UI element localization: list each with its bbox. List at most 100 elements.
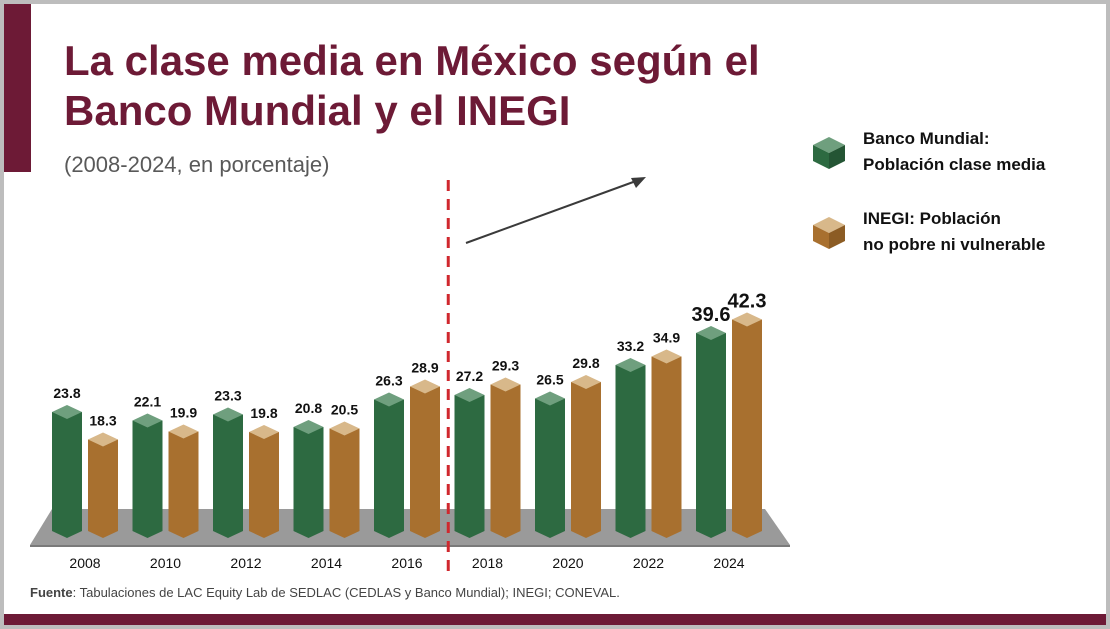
x-tick-label-2022: 2022 [633,555,664,571]
bar-inegi-2008 [88,439,118,531]
bar-cap-banco-mundial-2012 [213,407,243,422]
value-label-inegi-2016: 28.9 [411,360,438,376]
value-label-banco-mundial-2010: 22.1 [134,394,161,410]
bar-cap-inegi-2012 [249,425,279,439]
bar-base-inegi-2018 [490,531,521,538]
bar-base-inegi-2016 [410,531,440,538]
value-label-inegi-2020: 29.8 [572,355,599,371]
bar-inegi-2010 [168,431,199,531]
bar-banco-mundial-2014 [293,427,324,531]
value-label-banco-mundial-2018: 27.2 [456,368,483,384]
bar-cap-banco-mundial-2018 [454,388,485,402]
legend-label-inegi: INEGI: Población no pobre ni vulnerable [863,209,1046,254]
value-label-banco-mundial-2014: 20.8 [295,400,322,416]
bar-banco-mundial-2008 [52,412,82,531]
x-tick-label-2024: 2024 [713,555,744,571]
accent-bar-bottom [4,614,1106,625]
chart-title: La clase media en México según el Banco … [64,37,760,134]
source-note: Fuente: Tabulaciones de LAC Equity Lab d… [30,585,620,600]
bar-cap-banco-mundial-2016 [374,392,404,407]
chart-floor-edge [30,545,790,547]
bar-banco-mundial-2016 [374,399,404,531]
bar-base-banco-mundial-2008 [52,531,82,538]
bar-cap-inegi-2018 [490,377,521,392]
bar-inegi-2014 [329,428,360,531]
bar-base-inegi-2014 [329,531,360,538]
bar-base-inegi-2020 [571,531,601,538]
bar-base-banco-mundial-2014 [293,531,324,538]
source-label: Fuente [30,585,73,600]
bar-inegi-2018 [490,384,521,531]
legend-item-inegi: INEGI: Población no pobre ni vulnerable [812,206,1102,286]
bar-inegi-2016 [410,386,440,531]
bar-banco-mundial-2020 [535,398,565,531]
bar-base-inegi-2010 [168,531,199,538]
chart-subtitle: (2008-2024, en porcentaje) [64,152,330,177]
bar-cap-inegi-2022 [651,349,682,364]
x-tick-label-2020: 2020 [552,555,583,571]
bar-banco-mundial-2010 [132,420,163,531]
bar-base-banco-mundial-2022 [615,531,646,538]
bar-base-inegi-2012 [249,531,279,538]
bar-base-banco-mundial-2010 [132,531,163,538]
source-text: : Tabulaciones de LAC Equity Lab de SEDL… [72,585,620,600]
legend-label-banco-mundial: Banco Mundial: Población clase media [863,129,1046,174]
value-label-banco-mundial-2024: 39.6 [692,304,731,326]
trend-arrow-line [465,180,637,244]
bar-inegi-2012 [249,432,279,531]
bar-inegi-2024 [732,319,762,531]
x-tick-label-2018: 2018 [472,555,503,571]
value-label-inegi-2014: 20.5 [331,402,358,418]
bars-group: 23.8 18.3 2008 22.1 19.9 2010 23.3 19.8 2012 20.8… [52,291,767,571]
bar-cap-banco-mundial-2020 [535,391,565,406]
value-label-inegi-2010: 19.9 [170,405,197,421]
bar-cap-inegi-2024 [732,312,762,327]
value-label-banco-mundial-2022: 33.2 [617,338,644,354]
trend-arrow-head-icon [631,177,646,188]
bar-base-banco-mundial-2020 [535,531,565,538]
bar-inegi-2022 [651,356,682,531]
bar-base-inegi-2022 [651,531,682,538]
x-tick-label-2014: 2014 [311,555,342,571]
legend-swatch-green-cube-icon [813,137,845,169]
value-label-inegi-2018: 29.3 [492,358,519,374]
bar-cap-inegi-2010 [168,424,199,439]
value-label-banco-mundial-2016: 26.3 [375,373,402,389]
bar-cap-banco-mundial-2010 [132,413,163,428]
bar-banco-mundial-2018 [454,395,485,531]
x-tick-label-2016: 2016 [391,555,422,571]
value-label-inegi-2012: 19.8 [250,405,277,421]
value-label-inegi-2022: 34.9 [653,330,680,346]
legend-swatch-orange-cube-icon [813,217,845,249]
bar-base-inegi-2024 [732,531,762,538]
bar-cap-inegi-2020 [571,375,601,389]
bar-base-inegi-2008 [88,531,118,538]
x-tick-label-2008: 2008 [69,555,100,571]
value-label-banco-mundial-2020: 26.5 [536,372,563,388]
value-label-banco-mundial-2012: 23.3 [214,388,241,404]
bar-banco-mundial-2012 [213,414,243,531]
bar-cap-inegi-2014 [329,421,360,436]
bar-cap-banco-mundial-2008 [52,405,82,419]
bar-base-banco-mundial-2024 [696,531,726,538]
legend: Banco Mundial: Población clase media INE… [812,126,1102,286]
bar-base-banco-mundial-2018 [454,531,485,538]
x-tick-label-2012: 2012 [230,555,261,571]
bar-cap-inegi-2016 [410,379,440,394]
bar-cap-banco-mundial-2024 [696,326,726,340]
accent-bar-left [4,4,31,172]
bar-banco-mundial-2022 [615,365,646,531]
value-label-banco-mundial-2008: 23.8 [53,385,80,401]
value-label-inegi-2024: 42.3 [728,291,767,313]
bar-inegi-2020 [571,382,601,531]
bar-banco-mundial-2024 [696,333,726,531]
bar-cap-banco-mundial-2022 [615,358,646,372]
value-label-inegi-2008: 18.3 [89,413,116,429]
bar-cap-banco-mundial-2014 [293,420,324,434]
bar-base-banco-mundial-2012 [213,531,243,538]
legend-item-banco-mundial: Banco Mundial: Población clase media [812,126,1102,206]
bar-cap-inegi-2008 [88,432,118,447]
x-tick-label-2010: 2010 [150,555,181,571]
